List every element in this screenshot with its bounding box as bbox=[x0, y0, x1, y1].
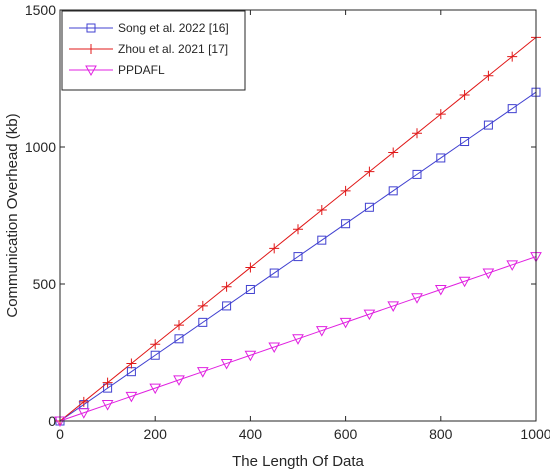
data-point bbox=[482, 268, 495, 280]
data-point bbox=[460, 137, 470, 147]
x-tick-label: 200 bbox=[144, 426, 168, 442]
x-tick-label: 400 bbox=[239, 426, 263, 442]
data-point bbox=[269, 268, 279, 278]
data-point bbox=[101, 400, 114, 411]
data-point bbox=[507, 51, 518, 62]
data-point bbox=[245, 262, 256, 273]
data-point bbox=[220, 358, 233, 370]
series-layer bbox=[54, 32, 542, 428]
data-point bbox=[78, 396, 89, 407]
data-point bbox=[364, 166, 375, 177]
series-line bbox=[59, 91, 537, 422]
data-point bbox=[412, 169, 422, 179]
data-point bbox=[77, 408, 90, 419]
data-point bbox=[244, 350, 257, 362]
x-axis-label: The Length Of Data bbox=[232, 453, 364, 470]
y-tick-label: 1500 bbox=[25, 2, 56, 18]
data-point bbox=[293, 252, 303, 262]
legend-entry: Song et al. 2022 [16] bbox=[69, 21, 229, 35]
data-point bbox=[150, 339, 161, 350]
data-point bbox=[198, 317, 208, 327]
data-point bbox=[434, 284, 447, 296]
plot-frame bbox=[59, 9, 537, 422]
data-point bbox=[317, 235, 327, 245]
legend-marker bbox=[85, 65, 97, 77]
data-point bbox=[436, 153, 446, 163]
data-point bbox=[458, 276, 471, 288]
data-point bbox=[173, 375, 185, 386]
data-point bbox=[388, 186, 398, 196]
data-point bbox=[483, 120, 493, 130]
data-point bbox=[459, 89, 470, 100]
x-tick-label: 0 bbox=[56, 426, 64, 442]
y-axis-label: Communication Overhead (kb) bbox=[4, 113, 21, 317]
data-point bbox=[483, 70, 494, 81]
legend: Song et al. 2022 [16] Zhou et al. 2021 [1… bbox=[61, 10, 246, 91]
data-point bbox=[268, 342, 281, 354]
data-point bbox=[387, 301, 400, 312]
y-tick-label: 0 bbox=[48, 413, 56, 429]
y-tick-label: 500 bbox=[33, 276, 57, 292]
series-3 bbox=[54, 252, 542, 428]
data-point bbox=[222, 301, 232, 311]
data-point bbox=[315, 326, 328, 337]
series-2 bbox=[55, 32, 541, 426]
legend-entry: Zhou et al. 2021 [17] bbox=[69, 42, 228, 56]
data-point bbox=[316, 205, 327, 216]
data-point bbox=[339, 317, 352, 329]
data-point bbox=[150, 350, 160, 360]
data-point bbox=[221, 281, 232, 292]
y-tick-label: 1000 bbox=[25, 139, 56, 155]
data-point bbox=[197, 300, 208, 311]
data-point bbox=[174, 320, 184, 331]
data-point bbox=[196, 367, 209, 378]
legend-label: PPDAFL bbox=[118, 63, 165, 77]
series-1 bbox=[55, 87, 541, 426]
legend-marker bbox=[86, 23, 96, 33]
data-point bbox=[364, 202, 374, 212]
data-point bbox=[102, 377, 113, 388]
data-point bbox=[125, 391, 138, 403]
data-point bbox=[126, 358, 137, 369]
data-point bbox=[412, 128, 422, 139]
data-point bbox=[411, 293, 423, 304]
x-tick-label: 800 bbox=[429, 426, 453, 442]
data-point bbox=[388, 147, 399, 158]
data-point bbox=[292, 334, 304, 345]
data-point bbox=[341, 219, 351, 229]
legend-marker bbox=[86, 44, 96, 54]
data-point bbox=[174, 334, 184, 344]
data-point bbox=[269, 243, 280, 254]
data-point bbox=[293, 224, 303, 235]
legend-label: Zhou et al. 2021 [17] bbox=[118, 42, 228, 56]
data-point bbox=[363, 309, 376, 321]
data-point bbox=[506, 260, 519, 271]
data-point bbox=[340, 185, 351, 196]
legend-label: Song et al. 2022 [16] bbox=[118, 21, 229, 35]
data-point bbox=[507, 104, 517, 114]
axis-ticks: 0 200 400 600 800 1000 0 500 1000 1500 bbox=[25, 2, 550, 442]
series-line bbox=[59, 256, 537, 422]
x-tick-label: 600 bbox=[334, 426, 358, 442]
data-point bbox=[149, 383, 162, 395]
data-point bbox=[245, 284, 255, 294]
x-tick-label: 1000 bbox=[520, 426, 550, 442]
legend-entry: PPDAFL bbox=[69, 63, 165, 77]
data-point bbox=[435, 109, 446, 120]
